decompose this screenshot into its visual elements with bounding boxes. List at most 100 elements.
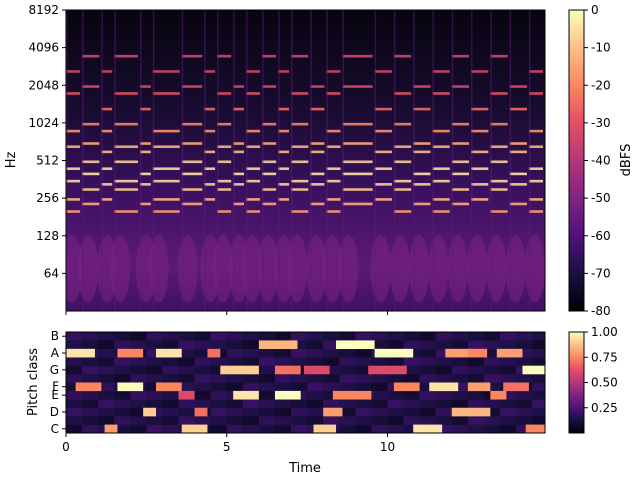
chromagram-cell (435, 348, 453, 358)
spectrogram-harmonic (204, 183, 216, 186)
spectrogram-harmonic (471, 107, 489, 111)
spectrogram-harmonic (262, 172, 277, 176)
spectrogram-harmonic (66, 145, 81, 149)
chromagram-cell (355, 416, 372, 425)
spectrogram-harmonic (393, 92, 412, 95)
chromagram-cell (82, 424, 99, 433)
chromagram-cell (467, 332, 485, 341)
chromagram-cell (483, 407, 501, 417)
chromagram-segment (368, 365, 407, 375)
spectrogram-harmonic (374, 70, 392, 73)
chromagram-cell (516, 348, 533, 358)
chromagram-cell (274, 399, 292, 408)
spectrogram-harmonic (509, 172, 527, 176)
spectrogram-colorbar-tick-label: -20 (591, 78, 611, 92)
spectrogram-onset-blob (428, 234, 449, 303)
chromagram-cell (82, 365, 99, 375)
spectrogram-harmonic (451, 85, 470, 88)
spectrogram-harmonic (326, 167, 341, 171)
chromagram-cell (66, 357, 83, 366)
spectrogram-harmonic (246, 92, 261, 95)
chromagram-cell (194, 416, 212, 425)
spectrogram-harmonic (101, 150, 113, 154)
spectrogram-harmonic (66, 92, 81, 95)
chromagram-cell (274, 407, 292, 417)
chromagram-cell (403, 416, 421, 425)
chromagram-cell (451, 340, 469, 350)
spectrogram-harmonic (342, 160, 373, 164)
spectrogram-colorbar-label: dBFS (619, 144, 634, 177)
chromagram-cell (516, 332, 533, 341)
chromagram-cell (371, 382, 388, 392)
spectrogram-colorbar-tick-label: -50 (591, 191, 611, 205)
chromagram-cell (451, 390, 469, 400)
chromagram-cell (226, 357, 244, 366)
spectrogram-colorbar-tick-label: -30 (591, 116, 611, 130)
chromagram-segment (503, 382, 529, 392)
spectrogram-onset-transient (101, 10, 103, 311)
chromagram-cell (291, 407, 308, 417)
spectrogram-harmonic (152, 129, 180, 133)
chromagram-cell (210, 424, 228, 433)
chromagram-cell (371, 357, 388, 366)
chromagram-cell (66, 332, 83, 341)
spectrogram-harmonic (432, 167, 450, 171)
chromagram-cell (355, 357, 372, 366)
chromagram-cell (274, 357, 292, 366)
chromagram-cell (130, 340, 147, 350)
chromagram-segment (303, 365, 330, 375)
chromagram-cell (371, 374, 388, 383)
spectrogram-harmonic (101, 167, 113, 171)
chromagram-cell (98, 374, 115, 383)
chromagram-cell (403, 424, 421, 433)
spectrogram-harmonic (413, 85, 431, 88)
chromagram-cell (403, 390, 421, 400)
spectrogram-onset-blob (338, 234, 359, 303)
chromagram-cell (403, 365, 421, 375)
chromagram-y-axis-title: Pitch class (26, 348, 41, 416)
spectrogram-onset-transient (471, 10, 473, 311)
chromagram-cell (516, 407, 533, 417)
spectrogram-harmonic (217, 160, 232, 164)
chromagram-cell (210, 332, 228, 341)
chromagram-cell (387, 407, 404, 417)
chromagram-cell (532, 390, 545, 400)
spectrogram-harmonic (139, 172, 151, 176)
spectrogram-harmonic (291, 179, 309, 183)
chromagram-segment (323, 407, 343, 417)
spectrogram-harmonic (204, 107, 216, 111)
chromagram-cell (82, 332, 99, 341)
chromagram-cell (146, 382, 163, 392)
chromagram-segment (143, 407, 157, 417)
spectrogram-harmonic (413, 183, 431, 186)
chromagram-cell (291, 416, 308, 425)
chromagram-cell (435, 416, 453, 425)
spectrogram-harmonic (374, 198, 392, 201)
spectrogram-harmonic (278, 183, 290, 186)
spectrogram-harmonic (181, 85, 203, 88)
chromagram-segment (490, 390, 507, 400)
spectrogram-harmonic (204, 129, 216, 133)
spectrogram-y-tick-label: 4096 (28, 41, 59, 55)
spectrogram-harmonic (139, 150, 151, 154)
spectrogram-harmonic (490, 179, 508, 183)
spectrogram-onset-transient (181, 10, 184, 311)
spectrogram-onset-transient (326, 10, 328, 311)
chromagram-cell (387, 357, 404, 366)
chromagram-cell (114, 365, 131, 375)
chromagram-cell (532, 416, 545, 425)
chromagram-segment (429, 382, 459, 392)
chromagram-cell (419, 399, 437, 408)
spectrogram-onset-transient (82, 10, 84, 311)
chromagram-cell (178, 399, 195, 408)
spectrogram-harmonic (82, 160, 100, 164)
spectrogram-colorbar-ticks: 0 -10 -20 -30 -40 -50 -60 -70 -80 (584, 3, 611, 318)
spectrogram-onset-transient (291, 10, 293, 311)
spectrogram-harmonic (509, 183, 527, 186)
spectrogram-harmonic (82, 85, 100, 88)
spectrogram-harmonic (432, 179, 450, 183)
chromagram-cell (387, 424, 404, 433)
chromagram-cell (499, 424, 517, 433)
spectrogram-harmonic (310, 202, 325, 206)
chromagram-marks (66, 332, 545, 433)
